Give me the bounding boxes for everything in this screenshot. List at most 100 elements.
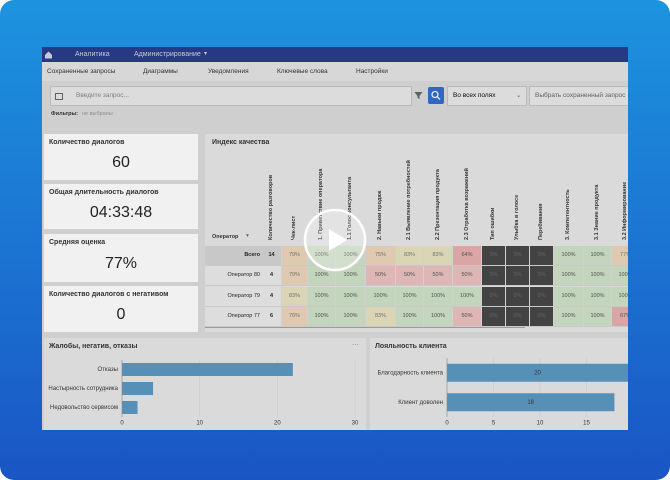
nav-tab[interactable]: Администрирование [134, 51, 201, 58]
table-cell: 77% [612, 246, 628, 265]
x-tick-label: 0 [120, 421, 124, 427]
table-cell: 0% [482, 246, 506, 265]
table-cell: 100% [308, 287, 336, 306]
card-value: 04:33:48 [89, 203, 153, 221]
column-header: Перебивания [538, 203, 544, 240]
table-cell: 50% [396, 266, 424, 285]
card-value: 60 [112, 154, 130, 171]
chart-title: Жалобы, негатив, отказы [49, 343, 138, 350]
x-tick-label: 5 [492, 421, 496, 427]
table-cell: 100% [396, 287, 424, 306]
card-value: 77% [104, 255, 138, 272]
dropdown-arrow[interactable]: ▾ [204, 51, 208, 57]
y-tick-label: Отказы [97, 367, 118, 373]
table-cell: 50% [366, 266, 396, 285]
table-cell: 100% [336, 307, 366, 326]
table-cell: 0% [506, 307, 530, 326]
table-cell: 100% [336, 287, 366, 306]
row-name: Всего [244, 252, 260, 258]
subnav-item[interactable]: Диаграммы [143, 68, 178, 75]
table-cell: 64% [453, 246, 482, 265]
table-cell: 0% [506, 266, 530, 285]
table-cell: 0% [482, 266, 506, 285]
bar [447, 393, 615, 412]
table-cell: 0% [482, 307, 506, 326]
subnav-item[interactable]: Сохраненные запросы [47, 68, 116, 75]
field-select-text: Во всех полях [453, 92, 496, 99]
table-cell: 100% [424, 307, 453, 326]
sort-icon[interactable]: ▼ [245, 233, 250, 239]
card-title: Количество диалогов с негативом [49, 291, 169, 298]
y-tick-label: Клиент доволен [398, 400, 443, 406]
stat-card: Общая длительность диалогов 04:33:48 [44, 184, 198, 229]
table-cell: 79% [282, 266, 308, 285]
card-title: Количество диалогов [49, 139, 125, 146]
home-icon[interactable] [44, 50, 53, 59]
table-cell: 0% [482, 287, 506, 306]
filter-icon[interactable] [414, 91, 423, 100]
menu-icon[interactable]: ⋯ [352, 342, 359, 349]
chart-panel: Жалобы, негатив, отказы ⋯ 0 10 20 30 Отказы Н… [44, 338, 366, 430]
scrollbar[interactable] [205, 326, 525, 328]
table-cell: 100% [584, 287, 612, 306]
row-name: Оператор 77 [227, 313, 260, 319]
table-cell: 100% [453, 287, 482, 306]
table-cell: 14 [262, 246, 282, 265]
table-cell: 100% [612, 287, 628, 306]
table-cell: 0% [530, 287, 554, 306]
column-header: Количество разговоров [268, 174, 274, 240]
nav-tab[interactable]: Аналитика [75, 51, 110, 58]
bar [122, 401, 138, 414]
stat-card: Количество диалогов 60 [44, 134, 198, 180]
table-cell: 50% [453, 266, 482, 285]
subnav-item[interactable]: Ключевые слова [277, 68, 328, 75]
column-header: Улыбка в голосе [514, 194, 520, 240]
table-cell: 50% [453, 307, 482, 326]
saved-select-text: Выбрать сохраненный запрос [535, 92, 626, 99]
filters-value: не выбраны [82, 111, 113, 117]
saved-select[interactable]: Выбрать сохраненный запрос [529, 86, 628, 106]
table-cell: 50% [424, 266, 453, 285]
top-nav: Аналитика Администрирование ▾ [42, 47, 628, 62]
panel-title: Индекс качества [212, 139, 270, 146]
quality-table-panel: Индекс качества Оператор ▼ Количество ра… [205, 134, 628, 332]
chart-title: Лояльность клиента [375, 343, 447, 350]
y-tick-label: Настырность сотрудника [48, 386, 118, 392]
chart-panel: Лояльность клиента 0 5 10 15 Благодарность к… [370, 338, 628, 430]
y-tick-label: Благодарность клиента [377, 370, 443, 376]
subnav-item[interactable]: Уведомления [208, 68, 249, 75]
table-cell: 100% [612, 266, 628, 285]
table-cell: 100% [554, 307, 584, 326]
search-box[interactable]: Введите запрос... [50, 86, 412, 106]
field-select[interactable]: Во всех полях ⌄ [447, 86, 527, 106]
x-tick-label: 0 [445, 421, 449, 427]
table-row: Всего1479%100%100%75%83%83%64%0%0%0%100%… [205, 246, 628, 266]
table-cell: 100% [308, 266, 336, 285]
column-header: Тип ошибки [490, 207, 496, 240]
table-cell: 100% [584, 307, 612, 326]
column-header: 2.1 Выявление потребностей [406, 160, 412, 240]
card-title: Средняя оценка [49, 239, 106, 246]
table-cell: 76% [282, 307, 308, 326]
column-header: Чек-лист [291, 215, 297, 240]
subnav-item[interactable]: Настройки [356, 68, 388, 75]
table-cell: 0% [530, 307, 554, 326]
table-cell: 0% [530, 246, 554, 265]
operator-header: Оператор [212, 234, 239, 240]
column-header: 3.1 Знание продукта [594, 184, 600, 240]
x-tick-label: 20 [274, 421, 281, 427]
table-cell: 100% [584, 266, 612, 285]
table-cell: 67% [612, 307, 628, 326]
table-cell: 0% [506, 287, 530, 306]
chart: 0 5 10 15 Благодарность клиента 20 Клиент дово… [377, 358, 628, 427]
search-button[interactable] [428, 87, 444, 104]
table-cell: 0% [530, 266, 554, 285]
dropdown-arrow: ⌄ [516, 92, 522, 99]
calendar-icon[interactable] [55, 92, 63, 100]
play-button[interactable] [303, 208, 367, 272]
table-row: Оператор 79 4 83% 100% 100% 100% 100% 100% 100% 0… [205, 287, 628, 307]
table-cell: 75% [366, 246, 396, 265]
stat-card: Количество диалогов с негативом 0 [44, 286, 198, 332]
row-name: Оператор 80 [227, 272, 260, 278]
table-cell: 4 [262, 266, 282, 285]
